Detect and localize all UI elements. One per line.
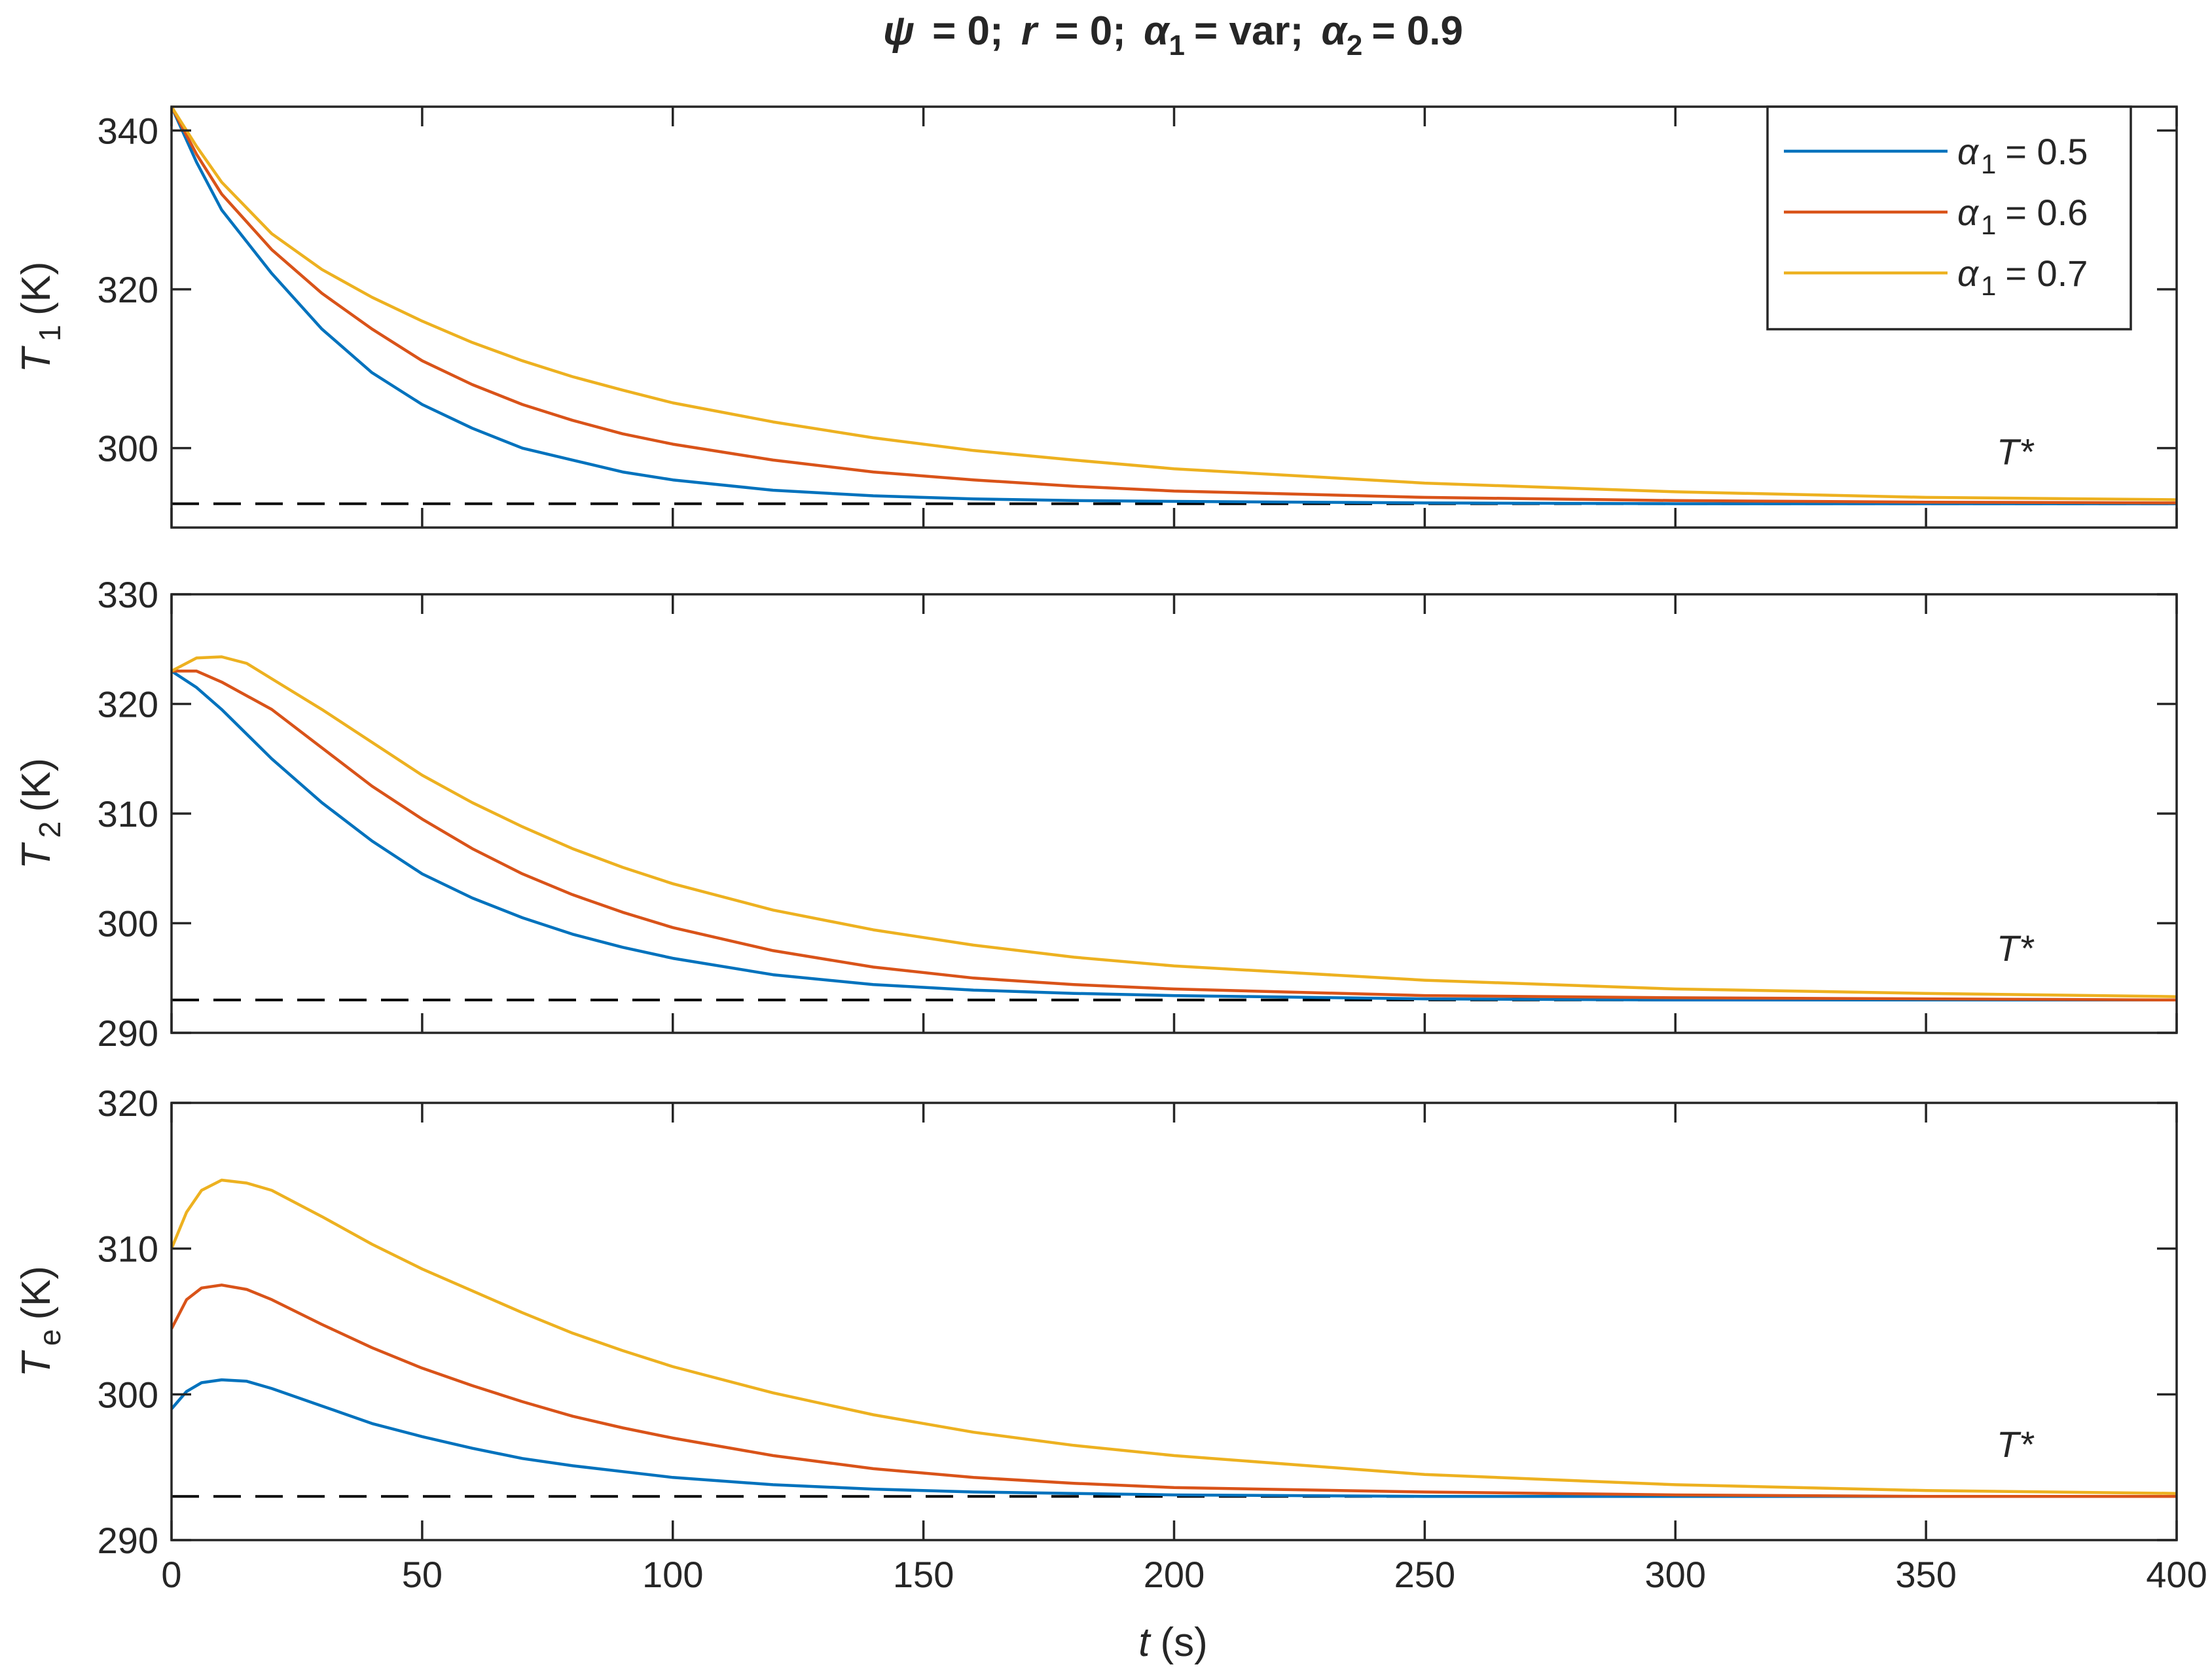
panel-3: 290 300 310 320 0 50 100 150 200 250 300 350 400 Te(K…: [14, 1083, 2207, 1595]
y-tick-label: 300: [98, 1374, 158, 1415]
reference-label: T*: [1997, 1424, 2035, 1465]
x-tick-label: 300: [1645, 1554, 1706, 1595]
y-tick-label: 310: [98, 1229, 158, 1270]
legend-box: [1766, 105, 2132, 331]
legend: α1 = 0.5 α1 = 0.6 α1 = 0.7: [1766, 105, 2132, 331]
y-tick-label: 310: [98, 793, 158, 835]
y-tick-label: 290: [98, 1013, 158, 1054]
y-tick-label: 290: [98, 1520, 158, 1561]
y-axis-label: Te(K): [14, 1266, 67, 1377]
plot-data: [172, 1178, 2177, 1498]
legend-entry: α1 = 0.6: [1957, 192, 2088, 240]
panel-1: 300 320 340 T1(K) T* α1 = 0.5 α1 = 0.6 α1 = 0.7: [14, 105, 2178, 529]
y-tick-label: 300: [98, 903, 158, 944]
plot-data: [172, 655, 2177, 1002]
plot-area: [172, 1103, 2177, 1540]
series-line-1: [172, 670, 2177, 1002]
y-tick-label: 330: [98, 574, 158, 615]
x-tick-label: 150: [893, 1554, 954, 1595]
y-tick-label: 340: [98, 110, 158, 151]
x-tick-label: 50: [402, 1554, 443, 1595]
x-tick-label: 250: [1394, 1554, 1455, 1595]
x-tick-label: 100: [642, 1554, 703, 1595]
y-tick-label: 320: [98, 269, 158, 310]
legend-entry: α1 = 0.5: [1957, 131, 2088, 179]
y-axis-label: T1(K): [14, 261, 67, 372]
panels: 300 320 340 T1(K) T* α1 = 0.5 α1 = 0.6 α1 = 0.7 290…: [14, 105, 2207, 1595]
x-tick-label: 0: [161, 1554, 181, 1595]
reference-label: T*: [1997, 431, 2035, 473]
y-axis-label: T2(K): [14, 758, 67, 869]
series-line-1: [172, 107, 2177, 505]
series-line-1: [172, 1378, 2177, 1498]
y-tick-label: 320: [98, 684, 158, 725]
series-line-3: [172, 655, 2177, 998]
series-line-3: [172, 1178, 2177, 1495]
series-line-2: [172, 1284, 2177, 1498]
panel-2: 290 300 310 320 330 T2(K) T*: [14, 574, 2178, 1054]
x-axis-label: t (s): [1138, 1620, 1208, 1665]
chart-title: ψ = 0; r = 0; α1 = var; α2 = 0.9: [883, 9, 1463, 62]
plot-area: [172, 594, 2177, 1033]
series-line-2: [172, 670, 2177, 1002]
y-tick-label: 320: [98, 1083, 158, 1124]
y-tick-label: 300: [98, 428, 158, 469]
reference-label: T*: [1997, 927, 2035, 969]
series-line-2: [172, 107, 2177, 505]
x-tick-label: 350: [1895, 1554, 1956, 1595]
x-tick-label: 400: [2146, 1554, 2207, 1595]
plot-data: [172, 107, 2177, 505]
x-tick-label: 200: [1144, 1554, 1205, 1595]
legend-entry: α1 = 0.7: [1957, 253, 2088, 301]
series-line-3: [172, 107, 2177, 501]
